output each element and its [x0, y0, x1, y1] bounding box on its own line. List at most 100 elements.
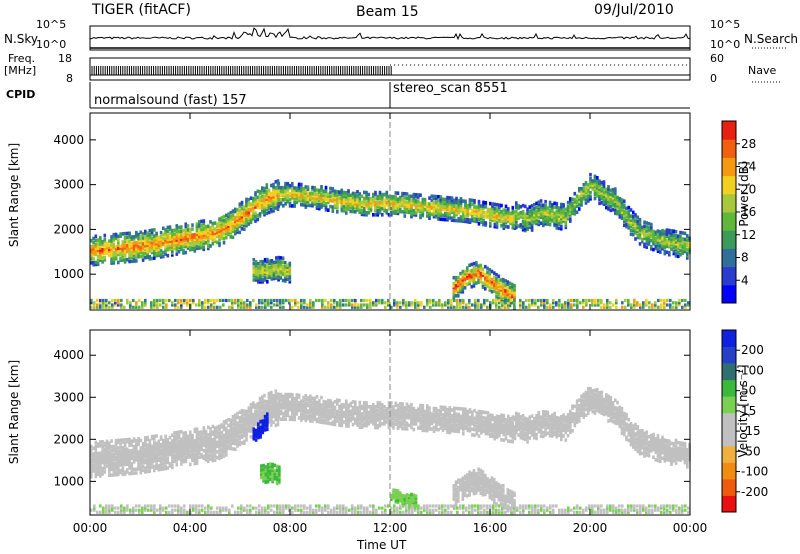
echo-cell — [369, 196, 373, 201]
echo-cell — [150, 246, 154, 251]
echo-cell — [336, 206, 339, 210]
echo-cell — [137, 452, 140, 456]
echo-cell — [189, 462, 192, 467]
echo-cell — [322, 413, 326, 417]
echo-cell — [502, 285, 505, 290]
echo-cell — [580, 201, 583, 205]
echo-cell — [363, 202, 366, 207]
echo-cell — [401, 210, 404, 214]
echo-cell — [99, 238, 102, 242]
echo-cell — [614, 195, 617, 199]
echo-cell — [191, 443, 194, 447]
echo-cell — [277, 261, 280, 266]
echo-cell — [291, 417, 294, 422]
ground-scatter-cell — [672, 305, 675, 309]
echo-cell — [213, 437, 217, 442]
echo-cell — [484, 203, 488, 207]
echo-cell — [168, 448, 172, 453]
echo-cell — [441, 203, 445, 208]
ground-scatter-cell — [483, 301, 486, 305]
echo-cell — [542, 211, 545, 216]
echo-cell — [495, 277, 498, 281]
echo-cell — [114, 244, 118, 249]
echo-cell — [322, 197, 326, 202]
echo-cell — [313, 200, 317, 204]
echo-cell — [295, 398, 299, 403]
echo-cell — [96, 451, 100, 456]
echo-cell — [435, 206, 438, 211]
echo-cell — [191, 247, 194, 252]
echo-cell — [200, 445, 203, 450]
echo-cell — [277, 198, 281, 202]
echo-cell — [632, 216, 635, 221]
echo-cell — [265, 405, 269, 410]
echo-cell — [464, 217, 467, 222]
echo-cell — [515, 203, 518, 207]
echo-cell — [486, 211, 490, 216]
echo-cell — [267, 188, 271, 193]
ground-scatter-cell — [600, 305, 603, 309]
echo-cell — [258, 191, 262, 196]
echo-cell — [92, 250, 95, 255]
echo-cell — [354, 199, 357, 204]
echo-cell — [207, 234, 210, 239]
echo-cell — [202, 225, 206, 229]
echo-cell — [200, 237, 203, 242]
echo-cell — [202, 439, 206, 444]
echo-cell — [243, 422, 246, 427]
echo-cell — [313, 194, 317, 198]
echo-cell — [184, 459, 188, 464]
echo-cell — [537, 206, 541, 211]
echo-cell — [126, 470, 129, 474]
echo-cell — [150, 250, 154, 255]
echo-cell — [480, 204, 483, 208]
ground-scatter-cell — [339, 303, 342, 307]
echo-cell — [683, 241, 687, 246]
echo-cell — [493, 279, 496, 283]
ground-scatter-cell — [444, 303, 447, 307]
echo-cell — [432, 212, 436, 217]
echo-cell — [110, 467, 113, 472]
echo-cell — [277, 411, 281, 416]
echo-cell — [150, 240, 154, 245]
echo-cell — [659, 246, 662, 250]
ground-scatter-cell — [534, 298, 537, 303]
echo-cell — [674, 248, 678, 252]
echo-cell — [345, 201, 348, 205]
echo-cell — [437, 211, 440, 215]
echo-cell — [367, 204, 371, 209]
echo-cell — [620, 204, 624, 208]
echo-cell — [198, 220, 201, 224]
echo-cell — [564, 221, 568, 226]
echo-cell — [513, 283, 516, 288]
echo-cell — [256, 195, 260, 200]
echo-cell — [318, 194, 321, 199]
echo-cell — [216, 440, 219, 445]
echo-cell — [327, 398, 330, 403]
echo-cell — [231, 213, 235, 217]
echo-cell — [286, 200, 290, 204]
echo-cell — [311, 396, 314, 401]
echo-cell — [209, 434, 212, 439]
ground-scatter-cell — [108, 305, 111, 309]
echo-cell — [634, 213, 637, 217]
ground-scatter-cell — [450, 301, 453, 305]
echo-cell — [463, 275, 467, 280]
echo-cell — [101, 250, 104, 254]
echo-cell — [459, 219, 463, 223]
echo-cell — [150, 446, 154, 450]
ground-scatter-cell — [576, 305, 579, 309]
echo-cell — [184, 431, 188, 435]
echo-cell — [166, 229, 170, 234]
echo-cell — [128, 449, 131, 453]
echo-cell — [218, 431, 221, 436]
ground-scatter-cell — [519, 298, 522, 303]
ground-scatter-cell — [201, 303, 204, 307]
echo-cell — [96, 453, 100, 458]
echo-cell — [399, 199, 402, 204]
ground-scatter-cell — [204, 298, 207, 303]
echo-cell — [481, 281, 485, 285]
echo-cell — [605, 201, 608, 206]
echo-cell — [513, 289, 516, 294]
echo-cell — [636, 223, 640, 228]
